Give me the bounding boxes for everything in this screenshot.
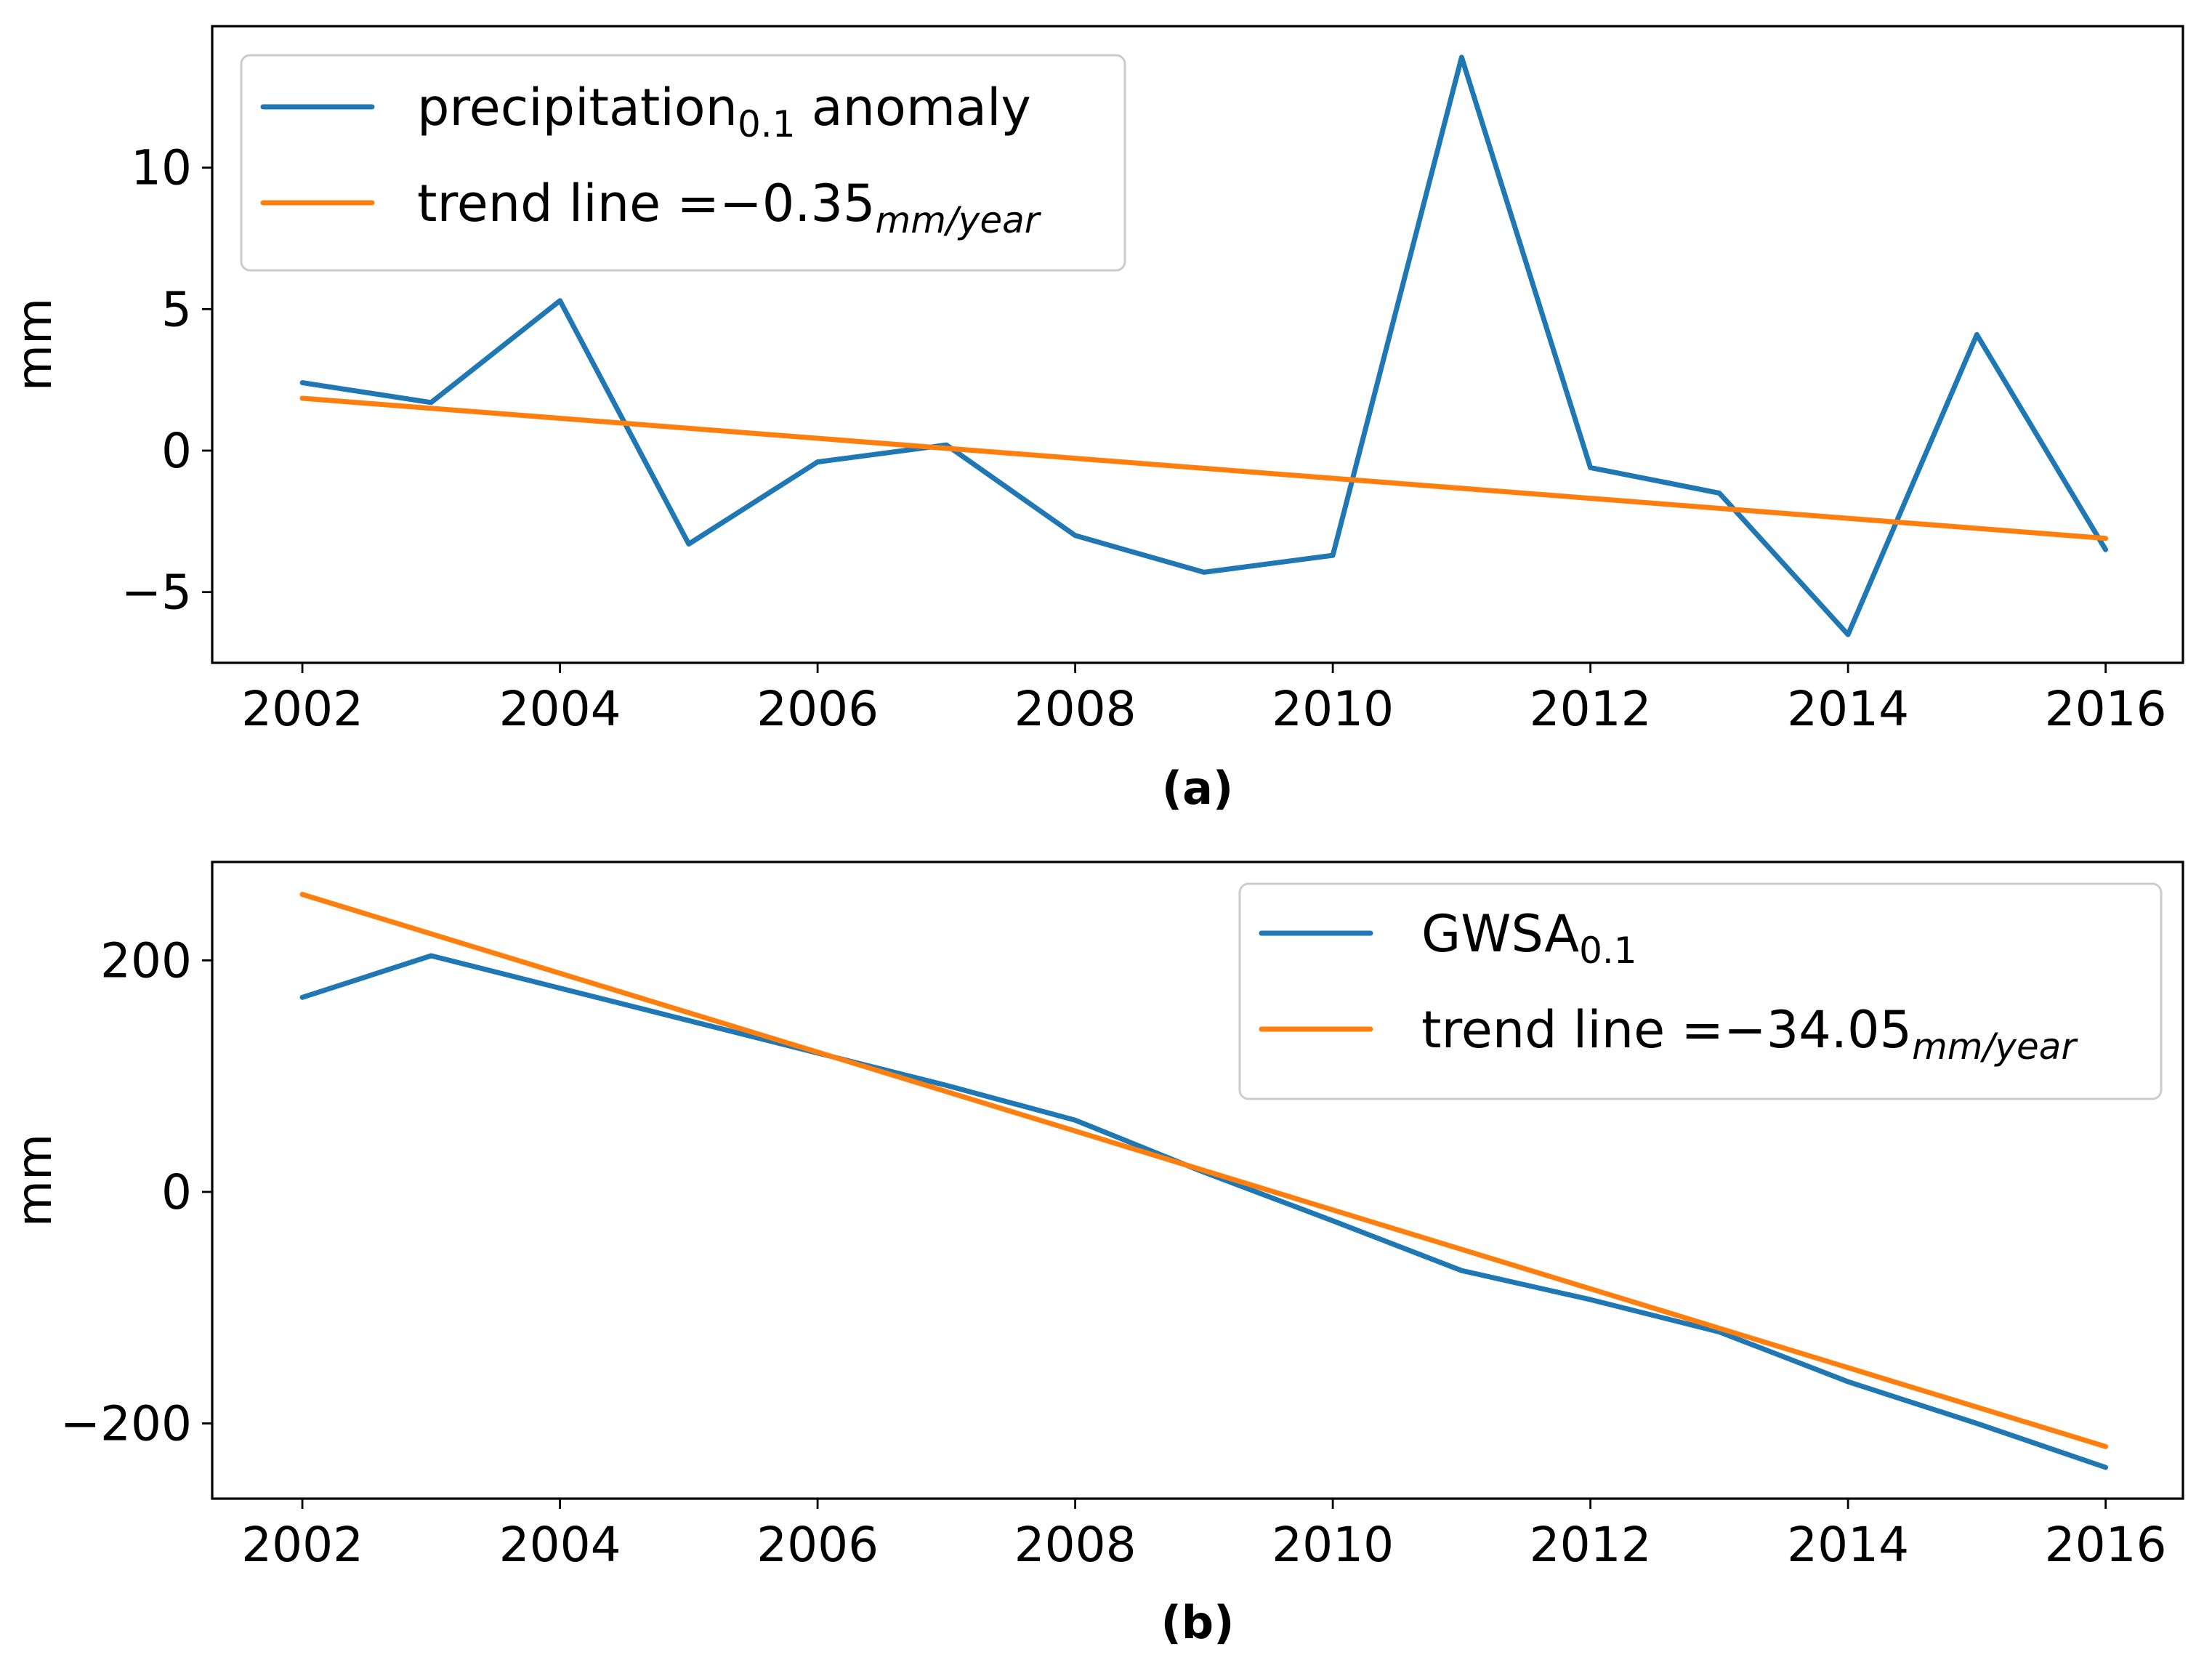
legend-label-b-1-main: trend line =−34.05 — [1421, 1000, 1912, 1060]
legend-label-a-1-sub: mm/year — [876, 199, 1042, 241]
legend-box-b — [1238, 882, 2163, 1100]
panel-label-a: (a) — [1162, 762, 1234, 815]
y-tick-label-a-2: 5 — [161, 281, 192, 337]
series-line-precipitation-anomaly — [299, 55, 2109, 637]
legend-label-b-1-sub: mm/year — [1912, 1026, 2078, 1068]
x-tick-label-a-3: 2008 — [1014, 681, 1137, 737]
x-tick-label-a-2: 2006 — [756, 681, 879, 737]
y-ticks-a: −5 0 5 10 — [121, 140, 212, 621]
x-tick-label-b-4: 2010 — [1272, 1517, 1394, 1573]
chart-panel-a: 2002 2004 2006 2008 2010 2012 2014 2016 … — [7, 25, 2184, 815]
x-tick-label-a-7: 2016 — [2045, 681, 2167, 737]
x-tick-label-a-5: 2012 — [1530, 681, 1652, 737]
legend-label-a-0-suffix: anomaly — [796, 78, 1031, 137]
legend-entry-a-0: precipitation0.1 anomaly — [417, 78, 1031, 145]
x-tick-label-b-3: 2008 — [1014, 1517, 1137, 1573]
x-ticks-b: 2002 2004 2006 2008 2010 2012 2014 2016 — [241, 1499, 2167, 1573]
x-tick-label-b-0: 2002 — [241, 1517, 363, 1573]
y-tick-label-a-0: −5 — [121, 565, 192, 621]
y-ticks-b: −200 0 200 — [60, 932, 212, 1451]
legend-entry-b-1: trend line =−34.05mm/year — [1421, 1000, 2078, 1068]
x-tick-label-b-2: 2006 — [756, 1517, 879, 1573]
y-tick-label-b-0: −200 — [60, 1395, 192, 1451]
x-tick-label-b-7: 2016 — [2045, 1517, 2167, 1573]
legend-label-a-0-sub: 0.1 — [738, 103, 796, 145]
axes-frame-a — [211, 25, 2184, 664]
y-tick-label-b-2: 200 — [100, 932, 192, 988]
legend-entry-a-1: trend line =−0.35mm/year — [417, 174, 1042, 241]
y-axis-label-a: mm — [7, 298, 62, 392]
legend-a: precipitation0.1 anomaly trend line =−0.… — [240, 54, 1126, 272]
series-line-trend-b — [299, 892, 2109, 1449]
x-tick-label-b-5: 2012 — [1530, 1517, 1652, 1573]
x-tick-label-b-6: 2014 — [1787, 1517, 1909, 1573]
y-tick-label-a-1: 0 — [161, 423, 192, 479]
y-axis-label-b: mm — [7, 1134, 62, 1228]
x-tick-label-a-6: 2014 — [1787, 681, 1909, 737]
axes-frame-b — [211, 861, 2184, 1500]
legend-box-a — [240, 54, 1126, 272]
x-tick-label-a-4: 2010 — [1272, 681, 1394, 737]
legend-label-a-0-main: precipitation — [417, 78, 738, 137]
x-ticks-a: 2002 2004 2006 2008 2010 2012 2014 2016 — [241, 663, 2167, 737]
x-tick-label-a-1: 2004 — [499, 681, 621, 737]
series-line-trend-a — [299, 395, 2109, 541]
x-tick-label-b-1: 2004 — [499, 1517, 621, 1573]
chart-panel-b: 2002 2004 2006 2008 2010 2012 2014 2016 … — [7, 861, 2184, 1649]
legend-b: GWSA0.1 trend line =−34.05mm/year — [1238, 882, 2163, 1100]
legend-label-b-0-sub: 0.1 — [1579, 930, 1637, 972]
y-tick-label-b-1: 0 — [161, 1164, 192, 1220]
legend-entry-b-0: GWSA0.1 — [1421, 904, 1637, 972]
panel-label-b: (b) — [1161, 1596, 1234, 1649]
x-tick-label-a-0: 2002 — [241, 681, 363, 737]
legend-label-b-0-main: GWSA — [1421, 904, 1579, 964]
y-tick-label-a-3: 10 — [131, 140, 192, 196]
legend-label-a-1-main: trend line =−0.35 — [417, 174, 876, 233]
